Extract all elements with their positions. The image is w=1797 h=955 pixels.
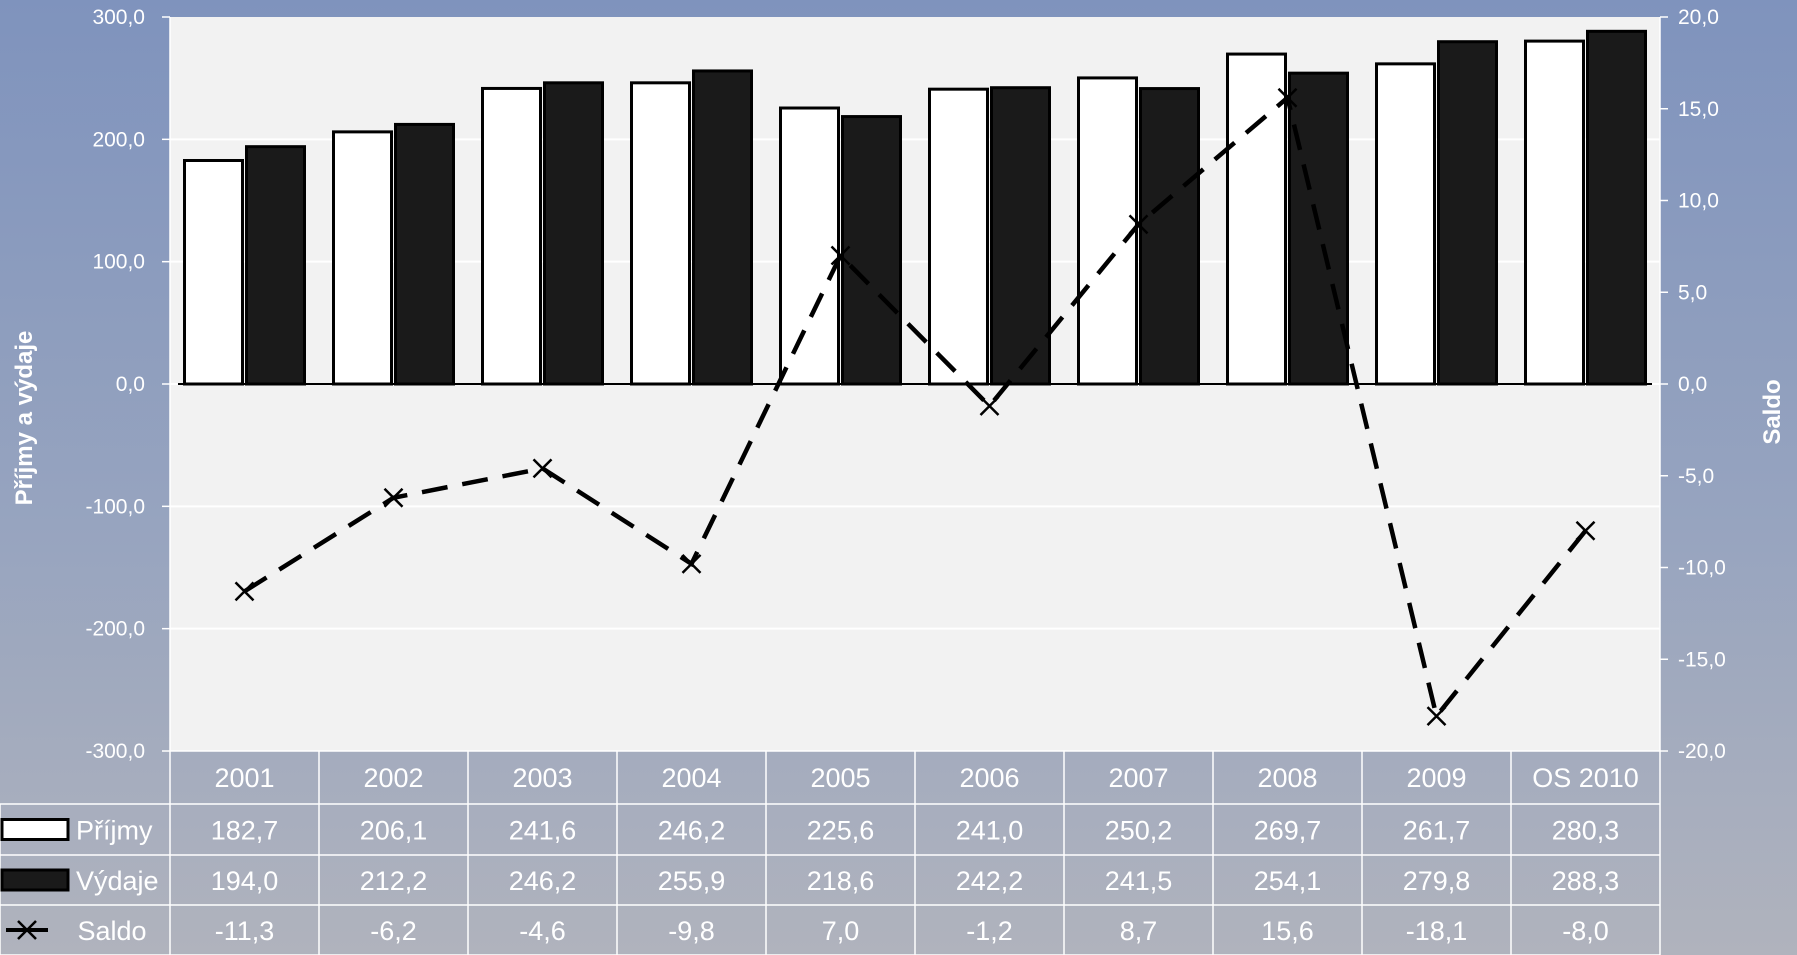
table-category: 2009 (1406, 763, 1466, 793)
table-value: 255,9 (658, 866, 726, 896)
bar-prijmy-0 (183, 158, 244, 386)
table-category: 2006 (959, 763, 1019, 793)
saldo-point-1 (383, 487, 404, 508)
saldo-point-3 (681, 553, 702, 574)
table-category: 2005 (810, 763, 870, 793)
table-category: 2002 (363, 763, 423, 793)
table-value: 241,5 (1105, 866, 1173, 896)
table-value: -18,1 (1406, 916, 1468, 946)
table-value: -4,6 (519, 916, 566, 946)
table-value: 269,7 (1254, 816, 1322, 846)
left-axis: 300,0 200,0 100,0 0,0 -100,0 -200,0 -300,0 (85, 6, 171, 763)
table-value: 241,0 (956, 816, 1024, 846)
right-tick-label: -15,0 (1678, 648, 1726, 671)
left-tick-label: 300,0 (92, 6, 145, 29)
bar-vydaje-9 (1586, 29, 1647, 386)
table-value: 280,3 (1552, 816, 1620, 846)
saldo-point-6 (1128, 214, 1149, 235)
bar-vydaje-6 (1139, 87, 1200, 386)
saldo-point-4 (830, 245, 851, 266)
table-value: 250,2 (1105, 816, 1173, 846)
saldo-point-8 (1426, 706, 1447, 727)
table-value: -6,2 (370, 916, 417, 946)
table-value: 8,7 (1120, 916, 1158, 946)
table-category: OS 2010 (1532, 763, 1639, 793)
bar-prijmy-5 (928, 87, 989, 386)
table-category: 2008 (1257, 763, 1317, 793)
bar-prijmy-3 (630, 81, 691, 386)
left-tick-label: 0,0 (116, 373, 145, 396)
table-value: 242,2 (956, 866, 1024, 896)
table-value: 241,6 (509, 816, 577, 846)
table-value: 218,6 (807, 866, 875, 896)
table-category: 2003 (512, 763, 572, 793)
bar-prijmy-7 (1226, 52, 1287, 386)
y-axis-title: Příjmy a výdaje (11, 331, 38, 506)
bar-vydaje-0 (245, 145, 306, 386)
right-tick-label: -5,0 (1678, 465, 1714, 488)
bar-vydaje-1 (394, 122, 455, 386)
right-axis: 20,0 15,0 10,0 5,0 0,0 -5,0 -10,0 -15,0 -20,0 (1659, 6, 1726, 763)
bar-vydaje-2 (543, 81, 604, 386)
saldo-line (234, 87, 1596, 727)
bar-prijmy-2 (481, 86, 542, 386)
bar-prijmy-6 (1077, 76, 1138, 386)
table-value: -8,0 (1562, 916, 1609, 946)
table-value: -11,3 (215, 916, 275, 946)
table-value: 194,0 (211, 866, 279, 896)
bar-prijmy-1 (332, 130, 393, 386)
right-tick-label: 10,0 (1678, 190, 1719, 213)
legend-label: Výdaje (76, 866, 159, 896)
table-value: -9,8 (668, 916, 715, 946)
table-value: 279,8 (1403, 866, 1471, 896)
bar-prijmy-8 (1375, 62, 1436, 386)
bar-vydaje-8 (1437, 40, 1498, 386)
saldo-series-line (243, 93, 1588, 722)
right-tick-label: 20,0 (1678, 6, 1719, 29)
bar-vydaje-4 (841, 115, 902, 386)
saldo-point-0 (234, 581, 255, 602)
saldo-point-2 (532, 458, 553, 479)
table-value: 261,7 (1403, 816, 1471, 846)
legend-key-marker (17, 920, 37, 940)
bar-prijmy-9 (1524, 39, 1585, 386)
table-value: 7,0 (822, 916, 860, 946)
table-value: 212,2 (360, 866, 428, 896)
right-tick-label: -10,0 (1678, 557, 1726, 580)
bar-vydaje-5 (990, 86, 1051, 386)
table-value: 254,1 (1254, 866, 1322, 896)
legend-key-0 (0, 818, 70, 841)
right-tick-label: -20,0 (1678, 740, 1726, 763)
saldo-point-9 (1575, 520, 1596, 541)
y2-axis-title: Saldo (1759, 379, 1786, 444)
bar-prijmy-4 (779, 106, 840, 386)
left-tick-label: -200,0 (85, 618, 145, 641)
right-tick-label: 15,0 (1678, 98, 1719, 121)
legend-key-1 (0, 868, 70, 892)
left-tick-label: -100,0 (85, 495, 145, 518)
table-value: 225,6 (807, 816, 875, 846)
right-tick-label: 0,0 (1678, 373, 1707, 396)
bar-vydaje-3 (692, 69, 753, 386)
table-value: 206,1 (360, 816, 428, 846)
legend-label: Příjmy (76, 816, 153, 846)
table-category: 2007 (1108, 763, 1168, 793)
left-tick-label: 200,0 (92, 128, 145, 151)
table-value: 182,7 (211, 816, 279, 846)
data-table: 2001 2002 2003 2004 2005 2006 2007 2008 2009 OS 2… (0, 750, 1661, 955)
legend-label: Saldo (77, 916, 146, 946)
table-value: 288,3 (1552, 866, 1620, 896)
left-tick-label: -300,0 (85, 740, 145, 763)
table-value: 246,2 (658, 816, 726, 846)
table-category: 2004 (661, 763, 721, 793)
left-tick-label: 100,0 (92, 251, 145, 274)
table-value: 15,6 (1261, 916, 1314, 946)
saldo-point-7 (1277, 87, 1298, 108)
table-value: -1,2 (966, 916, 1013, 946)
table-category: 2001 (214, 763, 274, 793)
saldo-point-5 (979, 396, 1000, 416)
right-tick-label: 5,0 (1678, 281, 1707, 304)
table-value: 246,2 (509, 866, 577, 896)
